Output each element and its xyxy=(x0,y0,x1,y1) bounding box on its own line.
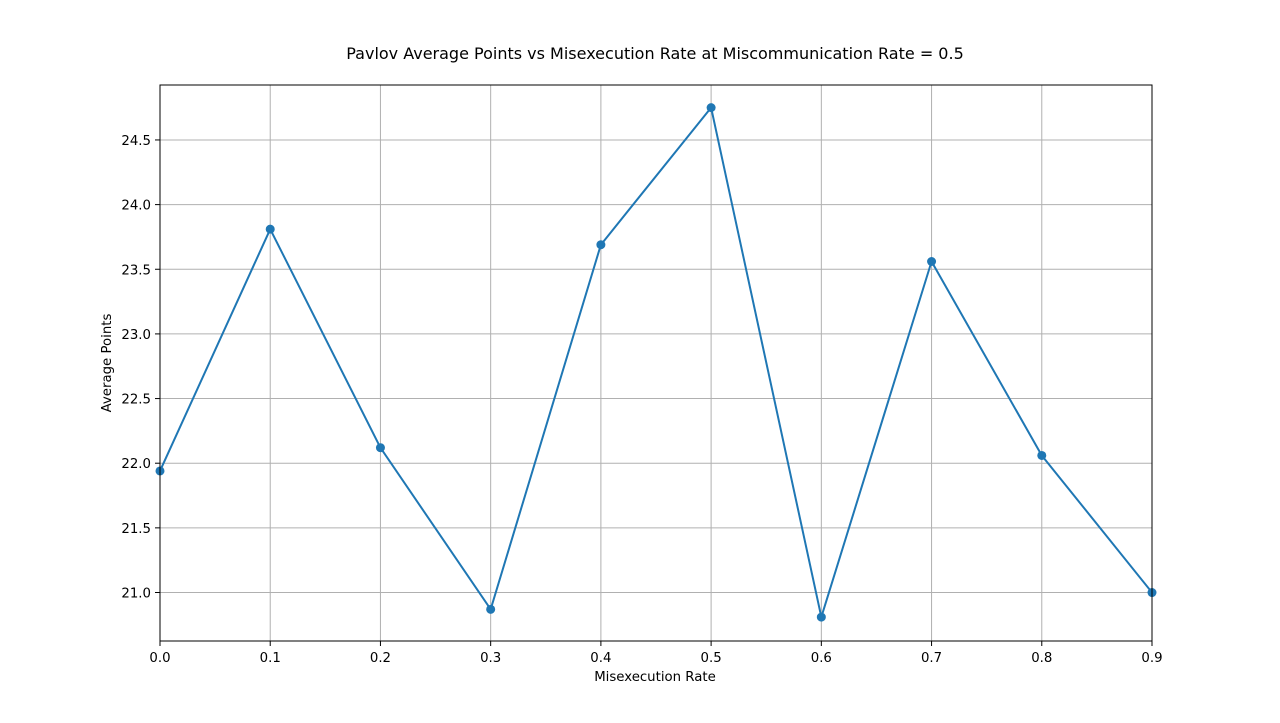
y-tick-label: 22.5 xyxy=(121,393,151,408)
grid-lines xyxy=(159,85,1153,641)
data-point xyxy=(596,240,606,250)
y-axis-ticks: 21.0 21.5 22.0 22.5 23.0 23.5 24.0 24.5 xyxy=(121,134,160,602)
data-point xyxy=(927,256,937,266)
data-point xyxy=(486,604,496,614)
x-axis-label: Misexecution Rate xyxy=(594,670,716,685)
plot-area-frame xyxy=(159,84,1153,642)
x-tick-label: 0.4 xyxy=(590,651,611,666)
series-line xyxy=(159,106,1153,619)
y-tick-label: 21.5 xyxy=(121,522,151,537)
x-tick-label: 0.0 xyxy=(149,651,170,666)
series-layer xyxy=(155,103,1157,622)
x-tick-label: 0.7 xyxy=(921,651,942,666)
data-point xyxy=(706,103,716,113)
x-tick-label: 0.3 xyxy=(480,651,501,666)
y-tick-label: 23.0 xyxy=(121,328,151,343)
x-axis-ticks: 0.0 0.1 0.2 0.3 0.4 0.5 0.6 0.7 0.8 0.9 xyxy=(149,641,1163,666)
x-tick-label: 0.8 xyxy=(1031,651,1052,666)
x-tick-label: 0.2 xyxy=(370,651,391,666)
y-tick-label: 23.5 xyxy=(121,263,151,278)
x-tick-label: 0.5 xyxy=(701,651,722,666)
data-point xyxy=(265,224,275,234)
x-tick-label: 0.1 xyxy=(260,651,281,666)
data-point xyxy=(816,612,826,622)
x-tick-label: 0.9 xyxy=(1141,651,1162,666)
data-point xyxy=(1037,450,1047,460)
data-point xyxy=(375,443,385,453)
y-tick-label: 24.0 xyxy=(121,199,151,214)
y-axis-label: Average Points xyxy=(100,314,115,413)
x-tick-label: 0.6 xyxy=(811,651,832,666)
y-tick-label: 22.0 xyxy=(121,457,151,472)
y-tick-label: 24.5 xyxy=(121,134,151,149)
chart-title: Pavlov Average Points vs Misexecution Ra… xyxy=(346,44,964,63)
y-tick-label: 21.0 xyxy=(121,587,151,602)
